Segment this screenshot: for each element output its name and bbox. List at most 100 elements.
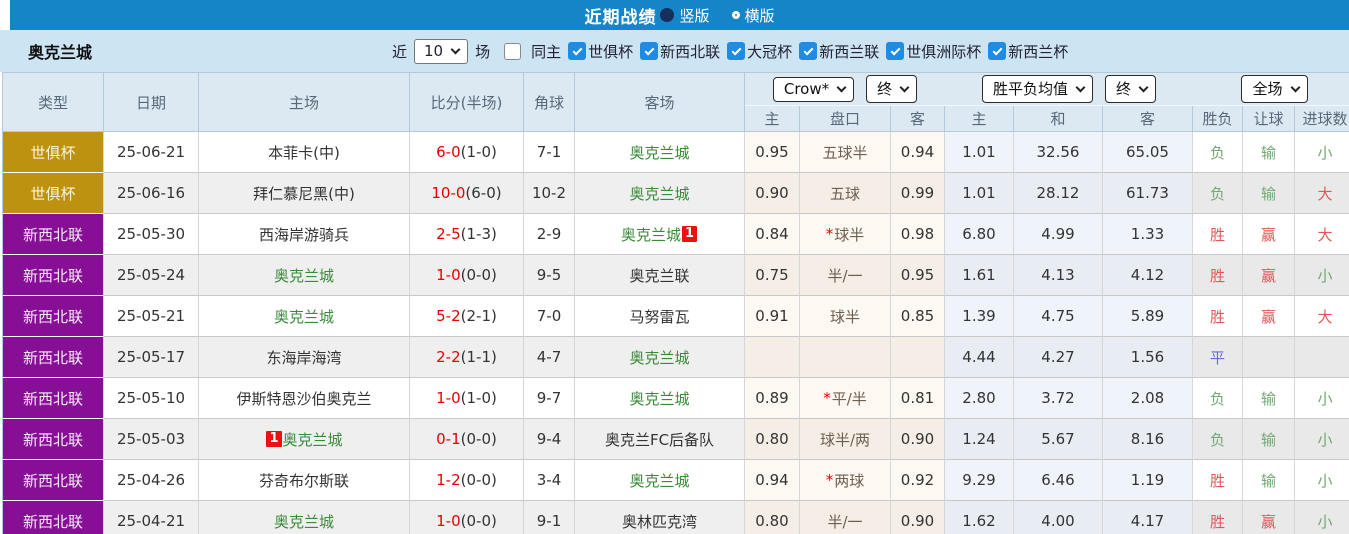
result-goals-cell [1295, 337, 1349, 378]
result-goals-cell: 小 [1295, 378, 1349, 419]
radio-unselected-icon[interactable] [731, 11, 740, 19]
team-link[interactable]: 西海岸游骑兵 [258, 225, 349, 244]
avg-draw-cell: 4.27 [1014, 337, 1103, 378]
team-link[interactable]: 奥克兰FC后备队 [604, 430, 715, 449]
corners-cell: 2-9 [524, 214, 575, 255]
team-link[interactable]: 拜仁慕尼黑(中) [253, 184, 355, 203]
team-link[interactable]: 奥克兰城 [629, 143, 690, 162]
result-outcome-cell: 负 [1193, 173, 1243, 214]
filter-checkbox-1[interactable] [568, 42, 587, 60]
avg-time-select[interactable]: 终 [1105, 75, 1157, 103]
filter-checkbox-label: 世俱洲际杯 [906, 42, 982, 61]
chevron-down-icon [450, 44, 461, 54]
score-fulltime: 10-0 [431, 184, 466, 202]
table-row: 新西北联 25-05-03 1 奥克兰城 0-1 (0-0) 9-4 奥克兰FC后备队 0.80… [3, 419, 1349, 460]
check-icon [731, 45, 742, 55]
result-handicap-cell: 输 [1243, 460, 1295, 501]
home-team-cell: 伊斯特恩沙伯奥克兰 [199, 378, 410, 419]
odds-away-cell: 0.85 [891, 296, 945, 337]
view-option-vertical[interactable]: 竖版 [679, 6, 710, 25]
handicap-cell: 半/一 [800, 501, 891, 534]
avg-win-cell: 4.44 [945, 337, 1014, 378]
handicap-value: 两球 [834, 471, 865, 490]
scope-select[interactable]: 全场 [1241, 75, 1308, 103]
radio-selected-icon[interactable] [660, 8, 675, 22]
odds-company-select[interactable]: Crow* [772, 76, 855, 102]
team-link[interactable]: 奥克兰城 [282, 430, 343, 449]
handicap-cell [800, 337, 891, 378]
view-option-horizontal[interactable]: 横版 [744, 6, 775, 25]
recent-label: 近 [392, 42, 408, 61]
filter-checkbox-6[interactable] [988, 42, 1007, 60]
team-link[interactable]: 奥克兰城 [629, 348, 690, 367]
team-link[interactable]: 奥克兰联 [629, 266, 690, 285]
score-fulltime: 1-0 [436, 266, 461, 284]
team-link[interactable]: 马努雷瓦 [629, 307, 690, 326]
filter-checkbox-label: 大冠杯 [747, 42, 793, 61]
col-header-type: 类型 [3, 73, 104, 132]
date-cell: 25-05-03 [104, 419, 199, 460]
table-row: 新西北联 25-04-21 奥克兰城 1-0 (0-0) 9-1 奥林匹克湾 0.80 半/一 0… [3, 501, 1349, 534]
check-icon [803, 45, 814, 55]
odds-home-cell: 0.80 [745, 501, 800, 534]
league-cell: 新西北联 [3, 378, 104, 419]
filter-checkbox-0[interactable] [504, 42, 522, 60]
away-team-cell: 马努雷瓦 [575, 296, 745, 337]
team-link[interactable]: 伊斯特恩沙伯奥克兰 [236, 389, 372, 408]
col-header-corners: 角球 [524, 73, 575, 132]
corners-cell: 7-0 [524, 296, 575, 337]
team-link[interactable]: 奥克兰城 [273, 266, 334, 285]
odds-away-cell: 0.90 [891, 501, 945, 534]
handicap-cell: * 两球 [800, 460, 891, 501]
score-fulltime: 1-0 [436, 389, 461, 407]
odds-time-select[interactable]: 终 [866, 75, 918, 103]
result-goals-cell: 大 [1295, 296, 1349, 337]
star-icon: * [825, 471, 834, 489]
filter-checkbox-4[interactable] [799, 42, 818, 60]
team-link[interactable]: 奥克兰城 [629, 184, 690, 203]
chevron-down-icon [836, 82, 847, 92]
col-header-date: 日期 [104, 73, 199, 132]
team-link[interactable]: 奥克兰城 [620, 225, 681, 244]
date-cell: 25-05-10 [104, 378, 199, 419]
avg-type-select[interactable]: 胜平负均值 [981, 75, 1093, 103]
corners-cell: 4-7 [524, 337, 575, 378]
score-cell: 1-0 (0-0) [410, 255, 524, 296]
filter-checkbox-label: 新西兰联 [819, 42, 880, 61]
score-cell: 1-0 (0-0) [410, 501, 524, 534]
chevron-down-icon [899, 82, 910, 92]
check-icon [644, 45, 655, 55]
filter-checkbox-3[interactable] [727, 42, 746, 60]
avg-win-cell: 1.39 [945, 296, 1014, 337]
team-link[interactable]: 芬奇布尔斯联 [258, 471, 349, 490]
result-goals-cell: 小 [1295, 501, 1349, 534]
team-link[interactable]: 奥克兰城 [273, 512, 334, 531]
filter-checkboxes: 同主 世俱杯 新西北联 大冠杯 新西兰联 世俱洲际杯 新西兰杯 [490, 41, 1068, 62]
handicap-value: 球半 [829, 307, 860, 326]
handicap-value: 五球 [829, 184, 860, 203]
team-link[interactable]: 奥克兰城 [629, 389, 690, 408]
score-halftime: (1-0) [460, 143, 497, 161]
filter-checkbox-5[interactable] [886, 42, 905, 60]
result-handicap-cell: 赢 [1243, 255, 1295, 296]
chevron-down-icon [1075, 82, 1086, 92]
team-link[interactable]: 奥克兰城 [629, 471, 690, 490]
home-team-cell: 本菲卡(中) [199, 132, 410, 173]
league-cell: 新西北联 [3, 296, 104, 337]
table-body: 世俱杯 25-06-21 本菲卡(中) 6-0 (1-0) 7-1 奥克兰城 0.95 五球半 0… [3, 132, 1349, 534]
odds-select-group: Crow* 终 [745, 73, 945, 106]
team-link[interactable]: 本菲卡(中) [268, 143, 340, 162]
home-team-cell: 东海岸海湾 [199, 337, 410, 378]
title-bar: 近期战绩 竖版 横版 [10, 0, 1349, 30]
team-link[interactable]: 奥林匹克湾 [621, 512, 697, 531]
filter-checkbox-2[interactable] [640, 42, 659, 60]
team-link[interactable]: 东海岸海湾 [266, 348, 342, 367]
avg-win-cell: 2.80 [945, 378, 1014, 419]
result-goals-cell: 小 [1295, 132, 1349, 173]
odds-away-cell: 0.92 [891, 460, 945, 501]
avg-type-value: 胜平负均值 [992, 80, 1068, 98]
result-outcome-cell: 负 [1193, 419, 1243, 460]
recent-count-select[interactable]: 10 [414, 38, 469, 64]
view-mode-radio-group: 竖版 横版 [660, 5, 775, 26]
team-link[interactable]: 奥克兰城 [273, 307, 334, 326]
